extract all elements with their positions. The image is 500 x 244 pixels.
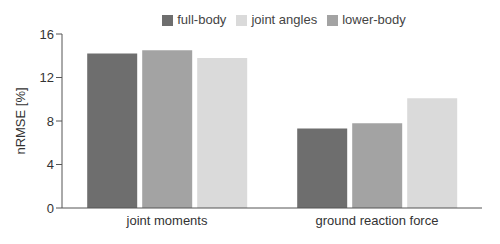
svg-text:0: 0 bbox=[47, 201, 54, 216]
svg-text:4: 4 bbox=[47, 157, 54, 172]
svg-text:12: 12 bbox=[40, 70, 54, 85]
svg-text:8: 8 bbox=[47, 114, 54, 129]
html-text:joint angles: joint angles bbox=[251, 12, 318, 27]
svg-text:nRMSE [%]: nRMSE [%] bbox=[13, 87, 28, 154]
svg-text:joint moments: joint moments bbox=[126, 213, 208, 228]
html-text:full-body: full-body bbox=[177, 12, 227, 27]
html-text:lower-body: lower-body bbox=[342, 12, 406, 27]
svg-text:16: 16 bbox=[40, 27, 54, 42]
svg-text:ground reaction force: ground reaction force bbox=[316, 213, 439, 228]
